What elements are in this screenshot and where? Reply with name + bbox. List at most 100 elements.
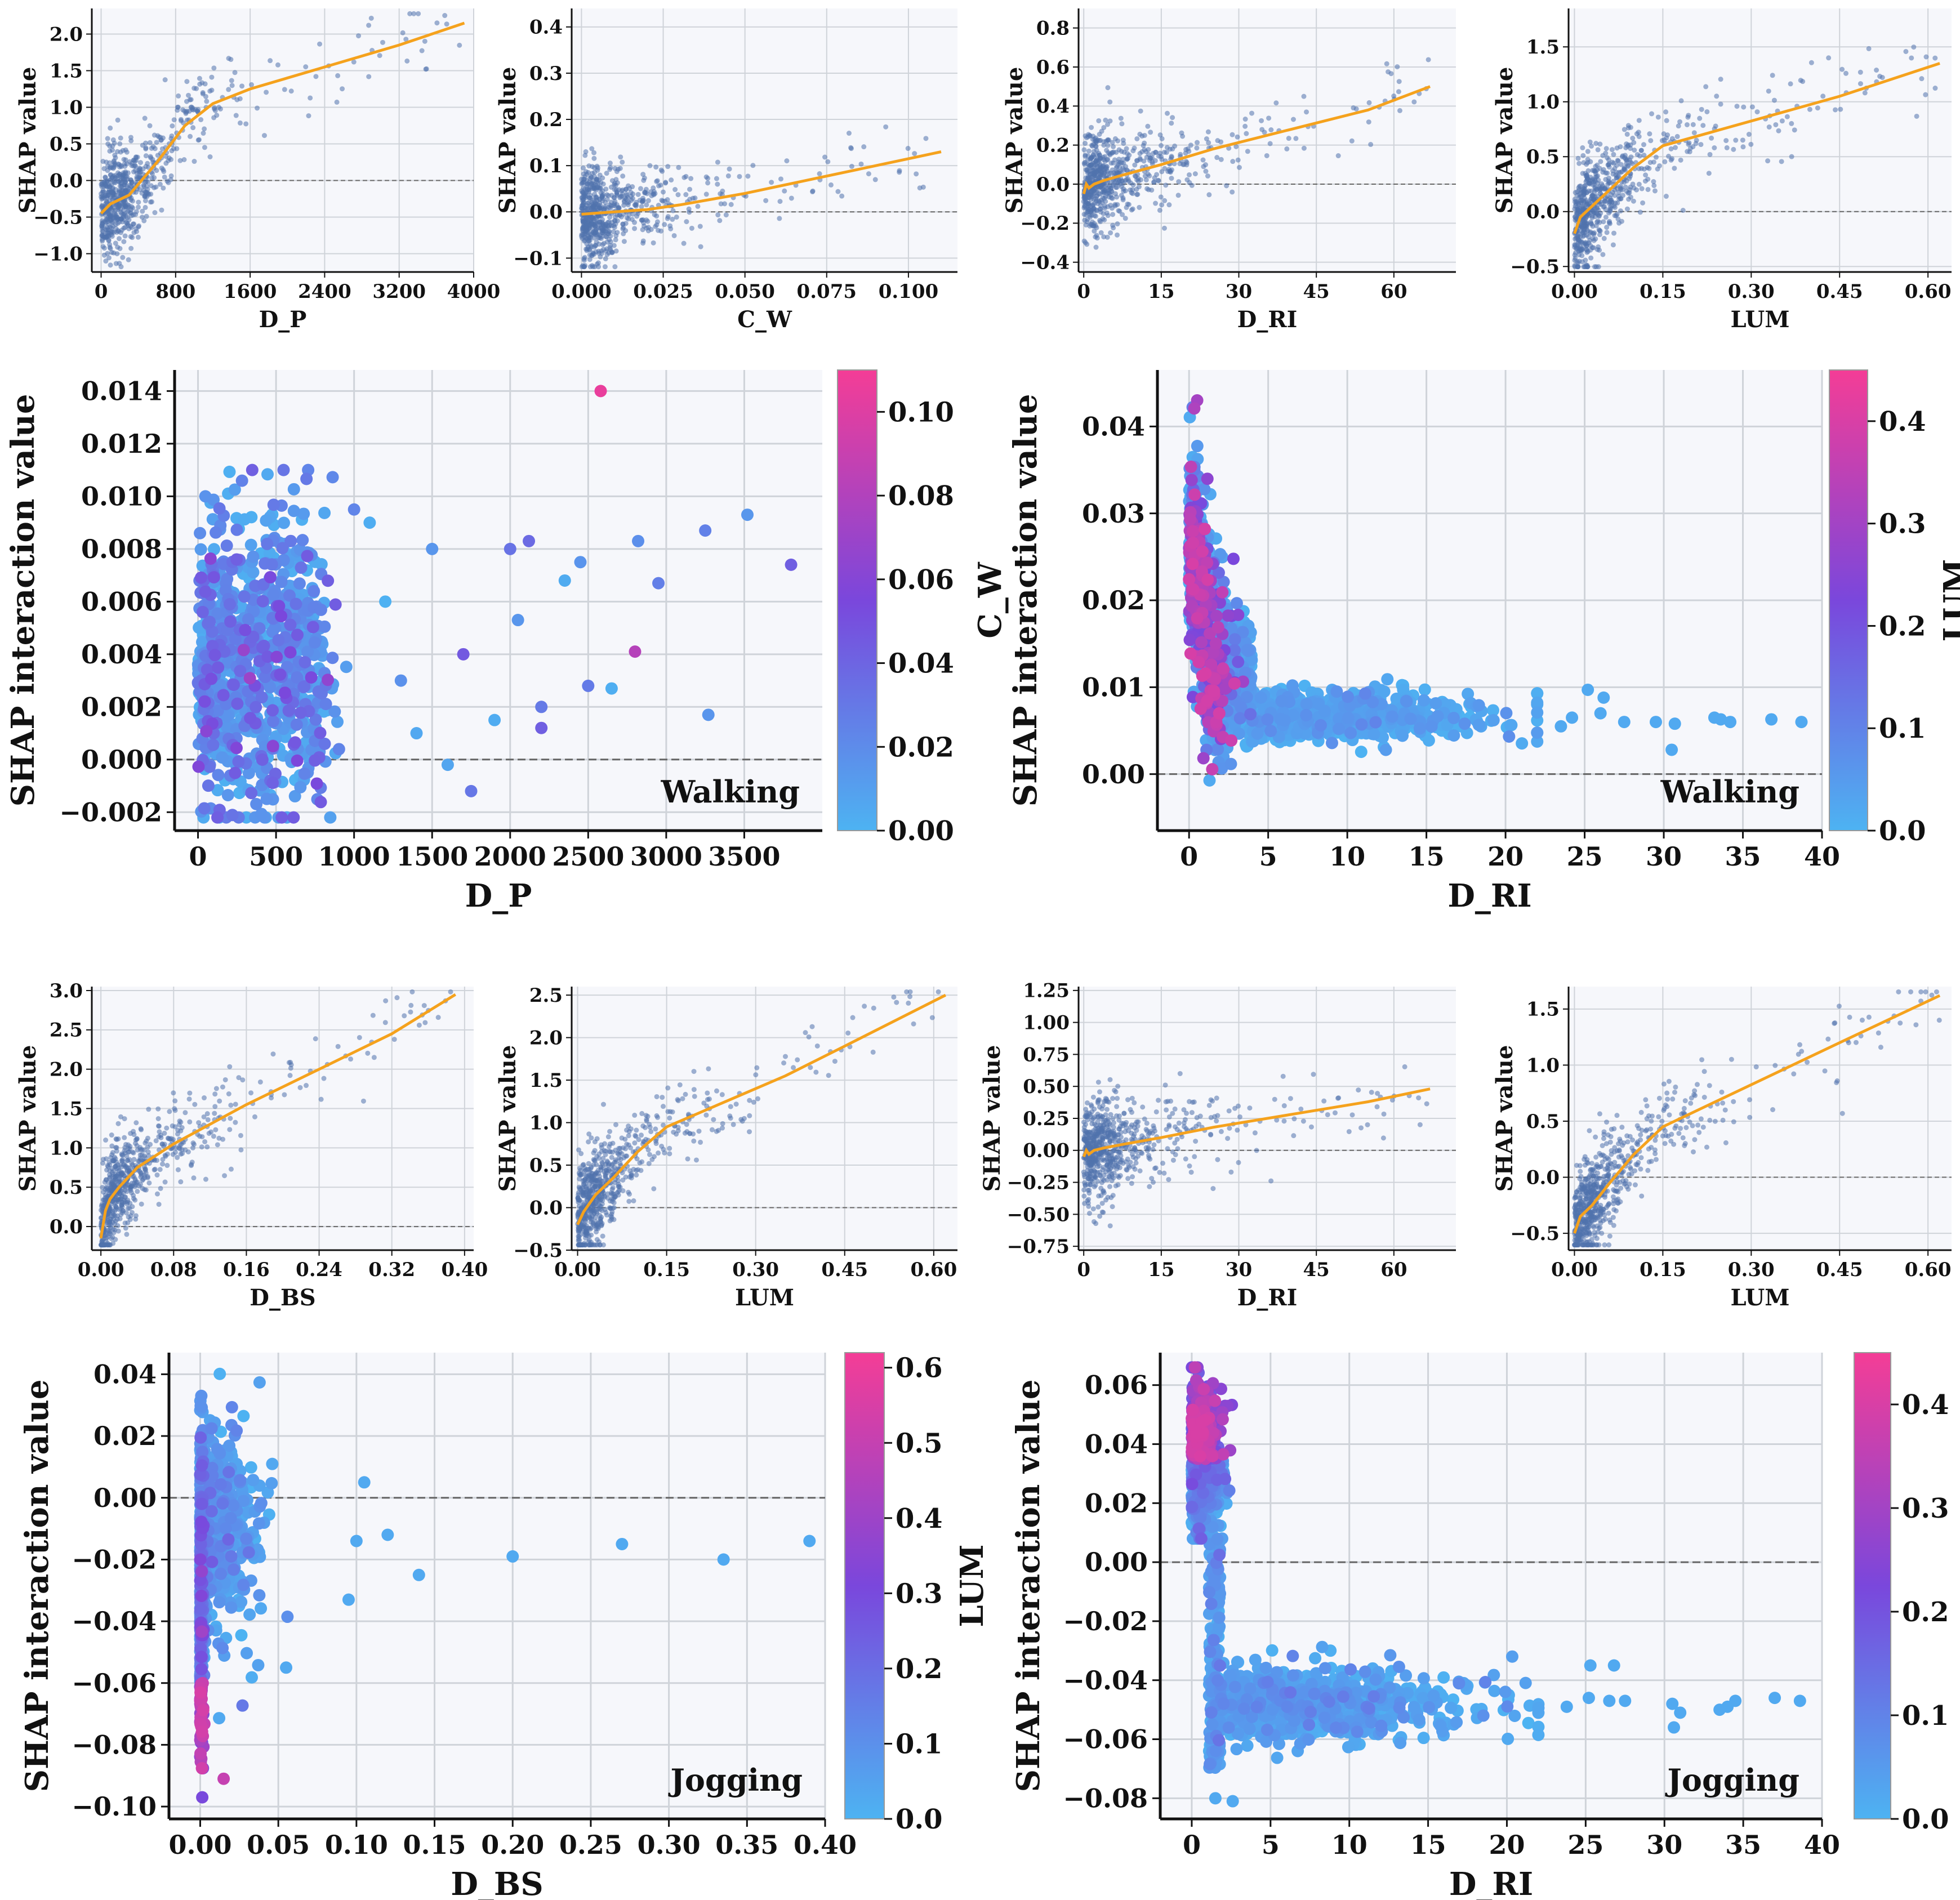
data-point — [595, 165, 600, 171]
data-point — [1624, 131, 1630, 137]
data-point — [1636, 133, 1642, 139]
data-point — [1169, 154, 1174, 159]
data-point — [1598, 191, 1603, 197]
data-point — [1195, 140, 1200, 145]
data-point — [608, 239, 613, 244]
data-point — [640, 238, 646, 244]
data-point — [598, 180, 604, 185]
data-point — [136, 204, 141, 210]
data-point — [1574, 233, 1580, 239]
data-point — [613, 237, 618, 243]
data-point — [308, 95, 313, 101]
data-point — [593, 185, 599, 191]
data-point — [1932, 86, 1938, 91]
data-point — [318, 620, 331, 633]
data-point — [247, 550, 260, 563]
data-point — [1203, 168, 1209, 174]
data-point — [122, 233, 128, 239]
data-point — [1586, 180, 1592, 186]
x-tick-label: 1000 — [318, 841, 390, 872]
data-point — [1614, 145, 1620, 151]
data-point — [211, 784, 224, 797]
y-tick-label: 1.0 — [1526, 91, 1560, 114]
x-axis-label: D_P — [259, 306, 307, 333]
data-point — [133, 209, 139, 215]
data-point — [108, 125, 113, 131]
data-point — [255, 808, 268, 820]
data-point — [723, 212, 729, 218]
data-point — [778, 176, 783, 182]
data-point — [1574, 210, 1579, 216]
data-point — [130, 205, 136, 211]
y-tick-label: 0.0 — [529, 201, 563, 224]
data-point — [1648, 138, 1654, 144]
data-point — [1108, 195, 1114, 200]
data-point — [113, 261, 119, 266]
data-point — [1594, 707, 1607, 720]
data-point — [592, 264, 598, 270]
data-point — [394, 674, 407, 687]
data-point — [1119, 121, 1125, 127]
data-point — [1585, 160, 1591, 166]
data-point — [244, 712, 257, 725]
chart-grid: 0 800 1600 2400 3200 4000−1.0−0.50.00.51.01.5… — [5, 8, 1960, 1900]
data-point — [237, 644, 250, 657]
x-axis-label: D_P — [465, 877, 532, 915]
data-point — [351, 59, 357, 65]
data-point — [213, 679, 226, 692]
data-point — [1089, 207, 1094, 213]
data-point — [1627, 173, 1633, 179]
data-point — [1132, 173, 1138, 179]
data-point — [1226, 145, 1232, 151]
data-point — [1355, 746, 1367, 759]
data-point — [1603, 146, 1609, 151]
data-point — [589, 244, 594, 249]
x-tick-label: 15 — [1409, 841, 1445, 872]
data-point — [1615, 200, 1620, 206]
data-point — [319, 698, 332, 711]
data-point — [1366, 119, 1371, 125]
data-point — [288, 736, 301, 749]
data-point — [277, 463, 290, 476]
data-point — [1086, 148, 1092, 154]
data-point — [270, 650, 283, 663]
data-point — [217, 689, 230, 702]
data-point — [299, 656, 311, 669]
data-point — [291, 754, 304, 767]
data-point — [1187, 180, 1192, 185]
data-point — [628, 190, 634, 195]
data-point — [155, 133, 161, 139]
y-tick-label: 0.8 — [1036, 17, 1070, 40]
data-point — [410, 727, 423, 740]
data-point — [247, 566, 260, 579]
data-point — [1152, 158, 1158, 163]
data-point — [136, 199, 141, 205]
data-point — [175, 104, 180, 110]
points-group — [1572, 44, 1940, 270]
data-point — [651, 192, 657, 198]
data-point — [698, 244, 703, 249]
data-point — [434, 20, 440, 26]
data-point — [1684, 122, 1690, 127]
data-point — [207, 738, 220, 751]
data-point — [1125, 176, 1131, 182]
data-point — [249, 82, 255, 87]
data-point — [295, 561, 308, 574]
data-point — [1580, 186, 1586, 192]
data-point — [1602, 185, 1607, 190]
data-point — [635, 191, 641, 197]
data-point — [607, 202, 612, 208]
data-point — [1668, 157, 1674, 163]
data-point — [705, 176, 711, 181]
data-point — [1111, 181, 1116, 187]
data-point — [266, 704, 279, 717]
data-point — [283, 589, 296, 602]
data-point — [288, 790, 301, 802]
data-point — [587, 264, 593, 270]
data-point — [1703, 84, 1709, 90]
data-point — [157, 181, 163, 187]
data-point — [1576, 160, 1582, 166]
data-point — [582, 153, 588, 158]
data-point — [1531, 735, 1544, 748]
